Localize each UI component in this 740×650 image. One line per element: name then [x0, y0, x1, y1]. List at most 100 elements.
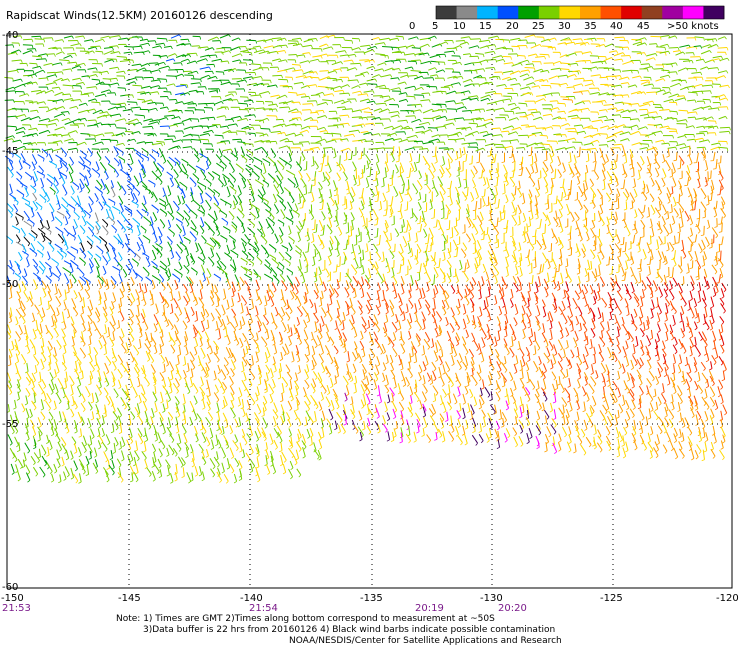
wind-barb — [343, 59, 353, 62]
wind-barb — [410, 59, 421, 62]
wind-barb — [172, 139, 182, 143]
wind-barb-feather — [61, 71, 64, 75]
wind-barb-feather — [167, 96, 169, 100]
wind-barb — [127, 68, 138, 72]
wind-barb-feather — [315, 84, 318, 88]
wind-barb — [436, 41, 447, 47]
wind-barb — [228, 99, 238, 101]
wind-barb — [471, 117, 481, 120]
wind-barb — [668, 47, 679, 49]
wind-barb — [567, 114, 578, 118]
wind-barb — [468, 45, 478, 49]
wind-barb — [288, 117, 297, 122]
wind-barb — [718, 106, 728, 108]
wind-barb — [168, 53, 176, 57]
wind-barb — [545, 150, 548, 161]
wind-barb-feather — [648, 63, 651, 67]
wind-barb-feather — [211, 107, 214, 111]
wind-barb — [327, 70, 336, 74]
wind-barb — [645, 132, 655, 137]
wind-barb — [611, 84, 621, 88]
wind-barb — [455, 102, 463, 105]
wind-barb — [340, 84, 348, 88]
colorbar-label-25: 25 — [532, 21, 545, 32]
wind-barb-feather — [42, 69, 46, 73]
wind-barb-feather — [131, 109, 133, 113]
wind-barb — [279, 106, 289, 109]
wind-barb-feather — [453, 50, 456, 54]
wind-barb — [676, 151, 678, 161]
wind-barb — [174, 92, 184, 96]
wind-barb-feather — [664, 47, 666, 51]
wind-barb — [491, 134, 502, 137]
wind-barb — [503, 183, 506, 194]
wind-barb — [238, 102, 248, 105]
wind-barb — [636, 42, 646, 47]
wind-barb — [373, 108, 381, 112]
wind-barb-feather — [464, 106, 467, 110]
wind-barb-feather — [415, 135, 419, 139]
wind-barb-feather — [459, 45, 463, 49]
wind-barb — [363, 90, 373, 93]
wind-barb-feather — [238, 83, 240, 88]
wind-barb-feather — [162, 103, 165, 107]
wind-barb — [85, 50, 93, 55]
wind-barb-feather — [251, 52, 253, 56]
wind-barb — [531, 131, 542, 135]
wind-barb — [347, 53, 355, 57]
wind-barb — [436, 103, 446, 105]
wind-barb-feather — [359, 109, 363, 113]
wind-barb-feather — [438, 54, 441, 58]
wind-barb — [157, 78, 167, 80]
wind-barb-feather — [310, 45, 313, 49]
wind-barb-feather — [235, 91, 237, 95]
wind-barb — [181, 118, 190, 123]
wind-barb-feather — [12, 135, 15, 139]
wind-barb-feather — [173, 58, 176, 62]
wind-barb — [378, 108, 389, 113]
wind-barb-feather — [358, 47, 361, 51]
wind-barb-feather — [655, 53, 658, 57]
wind-barb-feather — [247, 97, 249, 101]
wind-barb — [587, 153, 590, 161]
wind-barb-feather — [101, 63, 103, 67]
wind-barb-feather — [72, 138, 75, 142]
wind-barb — [22, 81, 32, 86]
wind-barb-feather — [300, 111, 302, 115]
wind-barb-feather — [712, 39, 714, 43]
wind-barb — [601, 195, 603, 205]
wind-barb — [173, 122, 183, 125]
wind-barb — [118, 37, 128, 40]
wind-barb-feather — [596, 66, 599, 70]
wind-barb-feather — [399, 59, 402, 63]
wind-barb — [530, 146, 533, 156]
wind-barb — [580, 41, 588, 46]
wind-barb — [272, 74, 282, 77]
wind-barb — [72, 85, 81, 87]
wind-barb — [542, 93, 552, 96]
wind-barb — [611, 201, 614, 210]
wind-barb — [691, 71, 701, 74]
wind-barb-feather — [166, 117, 169, 121]
wind-barb — [410, 70, 421, 72]
wind-barb-feather — [533, 82, 536, 86]
wind-barb — [587, 37, 596, 40]
wind-barb — [591, 119, 602, 123]
wind-barb — [140, 91, 150, 95]
wind-barb — [469, 69, 477, 72]
wind-barb — [346, 67, 356, 71]
wind-barb — [180, 92, 189, 96]
wind-barb-feather — [322, 92, 325, 96]
wind-barb-feather — [372, 90, 375, 94]
wind-barb — [339, 114, 349, 117]
wind-barb-feather — [397, 38, 400, 42]
wind-barb-feather — [102, 133, 105, 137]
wind-barb — [215, 71, 224, 73]
wind-barb-feather — [452, 68, 455, 72]
wind-barb — [452, 61, 461, 65]
wind-barb — [406, 44, 414, 49]
wind-barb — [502, 70, 513, 74]
wind-barb-feather — [149, 86, 152, 90]
wind-barb-feather — [126, 37, 129, 42]
wind-barb — [418, 153, 421, 163]
